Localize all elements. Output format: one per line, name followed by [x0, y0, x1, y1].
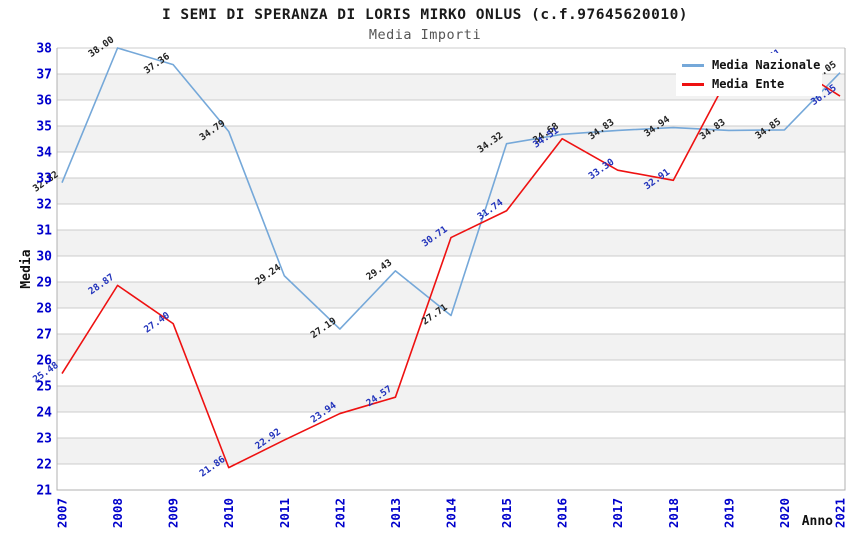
legend-item-media-ente: Media Ente [682, 77, 814, 91]
svg-text:30: 30 [36, 250, 52, 265]
svg-text:2014: 2014 [444, 498, 459, 528]
svg-text:35: 35 [36, 120, 52, 135]
svg-text:31: 31 [36, 224, 52, 239]
grid-layer [57, 47, 845, 491]
point-label: 38.00 [87, 34, 117, 60]
chart-title: I SEMI DI SPERANZA DI LORIS MIRKO ONLUS … [161, 7, 689, 23]
svg-text:2017: 2017 [610, 498, 625, 528]
legend-label: Media Ente [712, 77, 785, 91]
legend-swatch-icon [682, 82, 704, 86]
series-line-media-nazionale [61, 47, 841, 330]
series-line-media-ente [61, 59, 841, 469]
point-label: 27.40 [142, 310, 172, 336]
legend-label: Media Nazionale [712, 58, 821, 72]
svg-text:2012: 2012 [332, 498, 347, 528]
svg-text:2016: 2016 [555, 498, 570, 528]
y-axis-ticks: 21 22 23 24 25 26 27 28 29 30 31 32 33 34 35 36 37 38 [36, 42, 52, 499]
svg-text:2009: 2009 [166, 498, 181, 528]
svg-text:2020: 2020 [777, 498, 792, 528]
plot-band [57, 438, 845, 464]
svg-text:2021: 2021 [833, 498, 848, 528]
svg-text:38: 38 [36, 42, 52, 57]
svg-text:2008: 2008 [110, 498, 125, 528]
x-axis-ticks: 2007 2008 2009 2010 2011 2012 2013 2014 2015 2016… [55, 498, 848, 528]
svg-text:2007: 2007 [55, 498, 70, 528]
plot-band [57, 386, 845, 412]
svg-text:2015: 2015 [499, 498, 514, 528]
svg-text:34: 34 [36, 146, 52, 161]
legend-item-media-nazionale: Media Nazionale [682, 58, 820, 72]
svg-text:2013: 2013 [388, 498, 403, 528]
plot-band [57, 282, 845, 308]
y-axis-title: Media [19, 249, 34, 288]
x-axis-title: Anno [802, 514, 833, 529]
plot-border [56, 48, 846, 491]
svg-text:29: 29 [36, 276, 52, 291]
svg-text:27: 27 [36, 328, 52, 343]
svg-text:24: 24 [36, 406, 52, 421]
chart-subtitle: Media Importi [368, 27, 482, 43]
svg-text:2019: 2019 [721, 498, 736, 528]
plot-band [57, 178, 845, 204]
plot-band [57, 334, 845, 360]
point-label: 29.43 [364, 257, 394, 283]
svg-text:37: 37 [36, 68, 52, 83]
legend-swatch-icon [682, 63, 704, 67]
svg-text:2018: 2018 [666, 498, 681, 528]
svg-text:22: 22 [36, 458, 52, 473]
svg-text:36: 36 [36, 94, 52, 109]
svg-text:32: 32 [36, 198, 52, 213]
svg-text:26: 26 [36, 354, 52, 369]
svg-text:25: 25 [36, 380, 52, 395]
svg-text:28: 28 [36, 302, 52, 317]
svg-text:2010: 2010 [221, 498, 236, 528]
svg-text:21: 21 [36, 484, 52, 499]
svg-text:23: 23 [36, 432, 52, 447]
svg-text:33: 33 [36, 172, 52, 187]
svg-text:2011: 2011 [277, 498, 292, 528]
plot-band [57, 230, 845, 256]
chart-legend: Media Nazionale Media Ente [676, 53, 822, 96]
